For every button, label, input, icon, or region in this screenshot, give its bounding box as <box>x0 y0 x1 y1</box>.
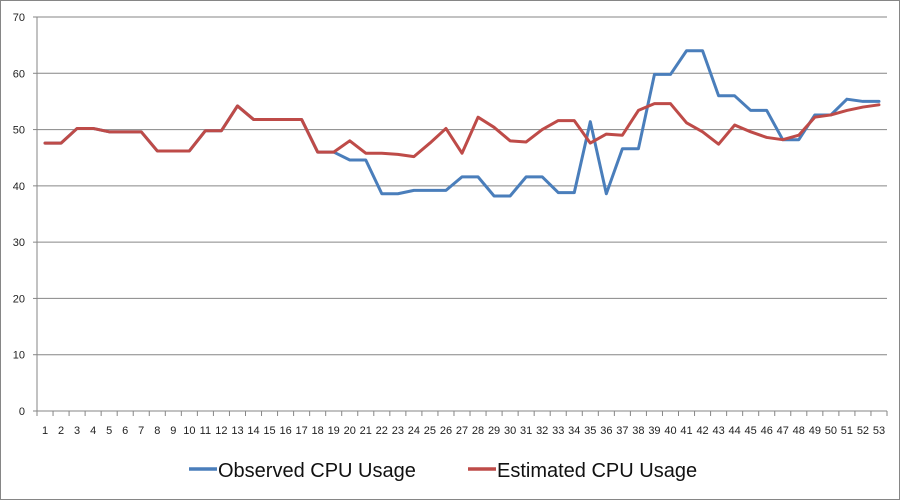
y-tick-label-60: 60 <box>13 68 25 80</box>
y-tick-label-0: 0 <box>19 406 25 418</box>
x-tick-label-18: 18 <box>312 425 324 437</box>
x-tick-label-37: 37 <box>616 425 628 437</box>
legend-label-observed: Observed CPU Usage <box>218 460 416 482</box>
x-tick-label-9: 9 <box>170 425 176 437</box>
y-tick-label-30: 30 <box>13 237 25 249</box>
x-tick-label-4: 4 <box>90 425 96 437</box>
x-tick-label-25: 25 <box>424 425 436 437</box>
x-tick-label-3: 3 <box>74 425 80 437</box>
legend-item-estimated: Estimated CPU Usage <box>468 460 697 482</box>
x-tick-label-28: 28 <box>472 425 484 437</box>
x-tick-label-48: 48 <box>793 425 805 437</box>
x-tick-label-44: 44 <box>729 425 741 437</box>
y-tick-label-20: 20 <box>13 293 25 305</box>
x-tick-label-49: 49 <box>809 425 821 437</box>
axes <box>33 17 887 416</box>
x-tick-label-31: 31 <box>520 425 532 437</box>
x-tick-label-13: 13 <box>231 425 243 437</box>
x-tick-label-29: 29 <box>488 425 500 437</box>
x-tick-label-24: 24 <box>408 425 420 437</box>
x-tick-label-20: 20 <box>344 425 356 437</box>
x-tick-label-50: 50 <box>825 425 837 437</box>
y-tick-label-40: 40 <box>13 181 25 193</box>
x-tick-label-52: 52 <box>857 425 869 437</box>
series-line-observed-cpu-usage <box>45 51 879 196</box>
x-tick-label-8: 8 <box>154 425 160 437</box>
x-tick-label-32: 32 <box>536 425 548 437</box>
x-tick-label-46: 46 <box>761 425 773 437</box>
y-tick-label-70: 70 <box>13 12 25 24</box>
y-tick-label-10: 10 <box>13 350 25 362</box>
x-tick-label-17: 17 <box>295 425 307 437</box>
x-tick-label-15: 15 <box>263 425 275 437</box>
x-tick-label-53: 53 <box>873 425 885 437</box>
x-tick-label-30: 30 <box>504 425 516 437</box>
series-lines <box>45 51 879 196</box>
x-tick-label-42: 42 <box>696 425 708 437</box>
x-tick-label-47: 47 <box>777 425 789 437</box>
legend-item-observed: Observed CPU Usage <box>189 460 416 482</box>
x-tick-label-41: 41 <box>680 425 692 437</box>
y-tick-labels: 0 10 20 30 40 50 60 70 <box>13 12 25 418</box>
x-tick-label-35: 35 <box>584 425 596 437</box>
x-tick-label-23: 23 <box>392 425 404 437</box>
x-tick-label-12: 12 <box>215 425 227 437</box>
x-tick-label-19: 19 <box>328 425 340 437</box>
x-tick-label-34: 34 <box>568 425 580 437</box>
x-tick-label-7: 7 <box>138 425 144 437</box>
x-tick-label-6: 6 <box>122 425 128 437</box>
x-tick-label-11: 11 <box>200 425 211 437</box>
legend: Observed CPU Usage Estimated CPU Usage <box>189 460 697 482</box>
x-tick-label-27: 27 <box>456 425 468 437</box>
x-tick-label-10: 10 <box>183 425 195 437</box>
x-tick-label-43: 43 <box>712 425 724 437</box>
y-tick-label-50: 50 <box>13 125 25 137</box>
x-tick-label-21: 21 <box>360 425 372 437</box>
x-tick-label-2: 2 <box>58 425 64 437</box>
x-tick-label-14: 14 <box>247 425 259 437</box>
x-tick-label-5: 5 <box>106 425 112 437</box>
x-tick-label-36: 36 <box>600 425 612 437</box>
legend-label-estimated: Estimated CPU Usage <box>497 460 697 482</box>
x-tick-label-40: 40 <box>664 425 676 437</box>
x-tick-label-22: 22 <box>376 425 388 437</box>
x-tick-label-39: 39 <box>648 425 660 437</box>
x-tick-label-33: 33 <box>552 425 564 437</box>
x-tick-label-45: 45 <box>745 425 757 437</box>
x-tick-label-1: 1 <box>42 425 48 437</box>
x-tick-label-51: 51 <box>841 425 853 437</box>
x-tick-label-26: 26 <box>440 425 452 437</box>
gridlines <box>37 17 887 355</box>
x-tick-label-38: 38 <box>632 425 644 437</box>
x-tick-label-16: 16 <box>279 425 291 437</box>
